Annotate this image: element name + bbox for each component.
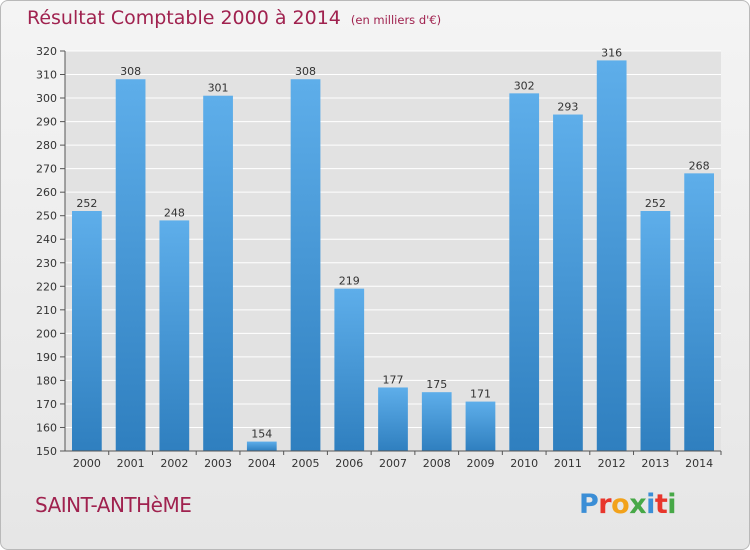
bar-value-label: 316 bbox=[601, 46, 622, 59]
x-tick-label: 2002 bbox=[160, 457, 188, 470]
y-tick-label: 190 bbox=[36, 351, 57, 364]
x-tick-label: 2005 bbox=[292, 457, 320, 470]
x-tick-label: 2010 bbox=[510, 457, 538, 470]
title-unit: (en milliers d'€) bbox=[350, 13, 442, 27]
y-tick-label: 150 bbox=[36, 445, 57, 458]
bar-2013 bbox=[640, 211, 671, 451]
bar-2005 bbox=[290, 79, 321, 451]
y-tick-label: 280 bbox=[36, 139, 57, 152]
logo-letter: x bbox=[629, 489, 647, 520]
bar-value-label: 308 bbox=[295, 65, 316, 78]
x-tick-label: 2001 bbox=[117, 457, 145, 470]
bar-value-label: 219 bbox=[339, 275, 360, 288]
bar-value-label: 248 bbox=[164, 206, 185, 219]
y-tick-label: 200 bbox=[36, 327, 57, 340]
bar-2011 bbox=[553, 114, 583, 451]
bar-2008 bbox=[421, 392, 452, 451]
y-tick-label: 240 bbox=[36, 233, 57, 246]
bar-value-label: 154 bbox=[251, 428, 272, 441]
x-axis: 2000 2001 2002 2003 2004 2005 2006 2007 2008 2009… bbox=[65, 450, 722, 470]
y-tick-label: 220 bbox=[36, 280, 57, 293]
x-tick-label: 2012 bbox=[598, 457, 626, 470]
x-tick-label: 2014 bbox=[685, 457, 713, 470]
x-tick-label: 2004 bbox=[248, 457, 276, 470]
y-tick-label: 260 bbox=[36, 186, 57, 199]
y-tick-label: 290 bbox=[36, 116, 57, 129]
x-tick-label: 2013 bbox=[641, 457, 669, 470]
y-tick-label: 320 bbox=[36, 45, 57, 58]
bar-2001 bbox=[115, 79, 146, 451]
y-tick-label: 180 bbox=[36, 374, 57, 387]
bar-2000 bbox=[71, 211, 102, 451]
bar-value-label: 252 bbox=[645, 197, 666, 210]
bar-value-label: 175 bbox=[426, 378, 447, 391]
x-tick-label: 2008 bbox=[423, 457, 451, 470]
chart-title: Résultat Comptable 2000 à 2014 (en millie… bbox=[27, 7, 441, 29]
bar-2010 bbox=[509, 93, 540, 452]
title-main: Résultat Comptable 2000 à 2014 bbox=[27, 7, 341, 29]
x-tick-label: 2011 bbox=[554, 457, 582, 470]
bar-2014 bbox=[684, 173, 715, 451]
bar-value-label: 302 bbox=[514, 79, 535, 92]
x-tick-label: 2003 bbox=[204, 457, 232, 470]
commune-name: SAINT-ANTHèME bbox=[35, 493, 192, 517]
bar-value-label: 171 bbox=[470, 388, 491, 401]
bar-2012 bbox=[596, 60, 627, 451]
logo-letter: r bbox=[598, 489, 612, 520]
bar-value-label: 268 bbox=[689, 159, 710, 172]
x-tick-label: 2009 bbox=[466, 457, 494, 470]
y-tick-label: 310 bbox=[36, 69, 57, 82]
y-tick-label: 210 bbox=[36, 304, 57, 317]
bar-2006 bbox=[334, 288, 365, 451]
bar-value-label: 177 bbox=[383, 373, 404, 386]
bar-value-label: 252 bbox=[76, 197, 97, 210]
y-tick-label: 270 bbox=[36, 163, 57, 176]
logo-letter: P bbox=[579, 489, 599, 520]
bar-2002 bbox=[159, 220, 190, 451]
x-tick-label: 2007 bbox=[379, 457, 407, 470]
y-tick-label: 170 bbox=[36, 398, 57, 411]
logo-letter: t bbox=[654, 489, 668, 520]
bar-value-label: 293 bbox=[557, 101, 578, 114]
logo-letter: i bbox=[667, 489, 677, 520]
y-tick-label: 300 bbox=[36, 92, 57, 105]
bar-2007 bbox=[378, 387, 408, 451]
y-axis: 150 160 170 180 190 200 210 220 230 240 250 260 270 2… bbox=[36, 45, 66, 458]
y-tick-label: 250 bbox=[36, 210, 57, 223]
bar-value-label: 308 bbox=[120, 65, 141, 78]
bar-2003 bbox=[203, 95, 233, 452]
bar-2004 bbox=[246, 441, 277, 451]
proxiti-logo: Proxiti bbox=[579, 489, 677, 520]
x-tick-label: 2006 bbox=[335, 457, 363, 470]
y-tick-label: 230 bbox=[36, 257, 57, 270]
y-tick-label: 160 bbox=[36, 421, 57, 434]
x-tick-label: 2000 bbox=[73, 457, 101, 470]
bar-2009 bbox=[465, 401, 496, 451]
bars: 252 308 248 301 154 308 219 177 175 171 302 293 316 2… bbox=[71, 46, 715, 452]
logo-letter: i bbox=[646, 489, 655, 520]
logo-letter: o bbox=[611, 489, 630, 520]
bar-value-label: 301 bbox=[208, 82, 229, 95]
